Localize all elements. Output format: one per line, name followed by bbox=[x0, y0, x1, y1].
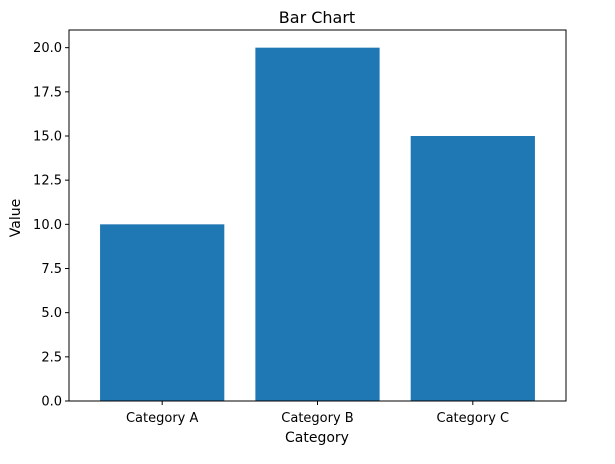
y-tick-label: 10.0 bbox=[33, 218, 62, 233]
chart-title: Bar Chart bbox=[279, 8, 355, 27]
x-axis-label: Category bbox=[285, 430, 349, 446]
y-tick-label: 7.5 bbox=[41, 262, 62, 277]
y-tick-label: 17.5 bbox=[33, 85, 62, 100]
y-tick-label: 15.0 bbox=[33, 130, 62, 145]
x-tick-label: Category B bbox=[281, 411, 353, 426]
y-tick-label: 0.0 bbox=[41, 395, 62, 410]
y-tick-label: 12.5 bbox=[33, 174, 62, 189]
y-axis-label: Value bbox=[8, 199, 24, 237]
x-tick-label: Category A bbox=[126, 411, 199, 426]
bar-category-b bbox=[255, 47, 380, 402]
plot-area: 0.0 2.5 5.0 7.5 10.0 12.5 15.0 17.5 20.0 Category… bbox=[33, 29, 567, 426]
bar-category-a bbox=[100, 224, 225, 401]
bar-category-c bbox=[410, 136, 535, 401]
x-tick-label: Category C bbox=[437, 411, 510, 426]
y-tick-label: 2.5 bbox=[41, 350, 62, 365]
y-tick-label: 5.0 bbox=[41, 306, 62, 321]
y-tick-label: 20.0 bbox=[33, 41, 62, 56]
